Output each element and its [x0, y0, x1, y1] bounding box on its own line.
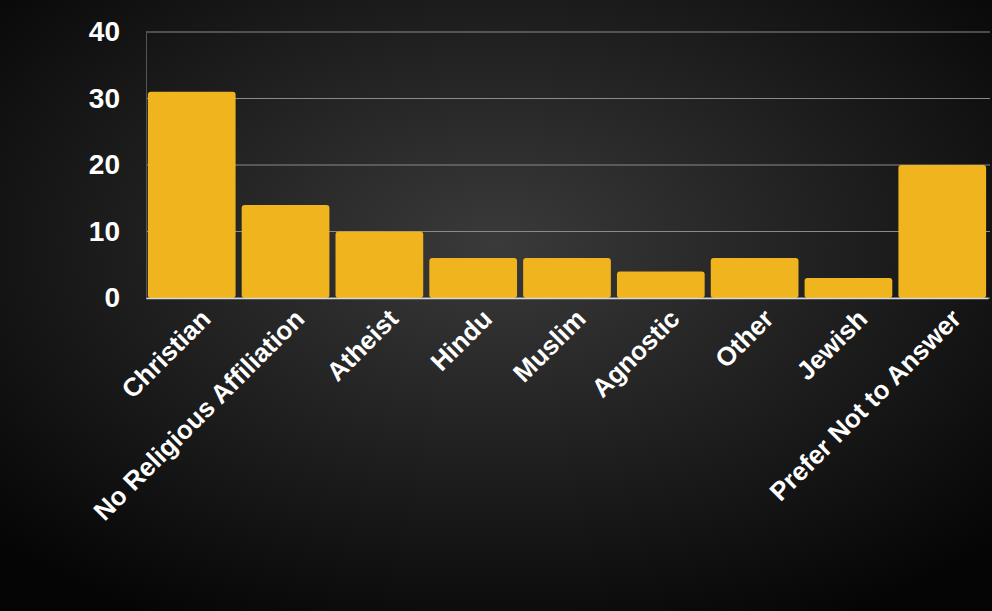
- grid-line: [146, 32, 990, 33]
- chart: 0 10 20 30 40 ChristianNo Religious Affiliati…: [0, 0, 992, 611]
- bar: [711, 258, 799, 298]
- x-tick-label: Other: [709, 303, 779, 373]
- x-axis: ChristianNo Religious AffiliationAtheist…: [87, 298, 988, 526]
- bar: [429, 258, 517, 298]
- x-tick-label: Christian: [116, 303, 217, 404]
- grid-line: [146, 165, 990, 166]
- bar: [523, 258, 611, 298]
- grid-line: [146, 98, 990, 99]
- bar: [148, 92, 236, 298]
- y-tick: 30: [89, 83, 146, 114]
- x-tick: Hindu: [425, 298, 498, 377]
- y-tick: 10: [89, 216, 146, 247]
- bar: [336, 232, 424, 299]
- x-tick: Agnostic: [586, 298, 686, 403]
- x-tick-label: Atheist: [321, 303, 405, 387]
- x-tick-label: Muslim: [507, 303, 592, 388]
- bar: [617, 271, 705, 298]
- x-tick: No Religious Affiliation: [87, 298, 310, 526]
- grid: [146, 32, 990, 298]
- x-tick-label: Hindu: [425, 303, 498, 376]
- y-axis-line: [146, 33, 147, 299]
- x-tick-label: Jewish: [791, 303, 874, 386]
- x-tick: Atheist: [321, 298, 405, 387]
- x-tick: Jewish: [791, 298, 874, 386]
- x-axis-line: [147, 298, 989, 300]
- bar: [805, 278, 893, 298]
- x-tick-label: Prefer Not to Answer: [764, 303, 967, 506]
- y-tick: 40: [89, 16, 146, 47]
- x-tick: Other: [709, 298, 779, 374]
- x-tick: Prefer Not to Answer: [764, 298, 967, 507]
- y-tick: 0: [104, 282, 146, 313]
- y-tick-label: 20: [89, 149, 120, 180]
- background: [0, 0, 992, 611]
- y-tick-label: 0: [104, 282, 120, 313]
- y-tick-label: 30: [89, 83, 120, 114]
- y-tick-label: 10: [89, 216, 120, 247]
- bar: [898, 165, 986, 298]
- y-axis: 0 10 20 30 40: [89, 16, 147, 313]
- y-tick: 20: [89, 149, 146, 180]
- x-tick: Muslim: [507, 298, 592, 388]
- bars: [148, 92, 986, 298]
- x-tick-label: No Religious Affiliation: [87, 303, 310, 526]
- y-tick-label: 40: [89, 16, 120, 47]
- bar: [242, 205, 330, 298]
- x-tick-label: Agnostic: [586, 303, 686, 403]
- x-tick: Christian: [116, 298, 217, 404]
